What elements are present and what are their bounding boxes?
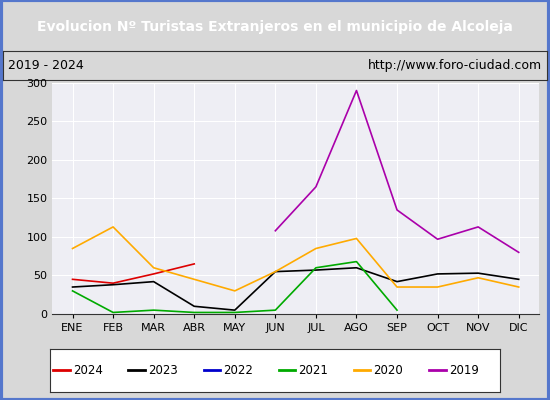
Text: Evolucion Nº Turistas Extranjeros en el municipio de Alcoleja: Evolucion Nº Turistas Extranjeros en el … [37,20,513,34]
Text: 2021: 2021 [298,364,328,377]
Text: 2022: 2022 [223,364,253,377]
Text: http://www.foro-ciudad.com: http://www.foro-ciudad.com [368,59,542,72]
Text: 2019: 2019 [449,364,478,377]
Text: 2023: 2023 [148,364,178,377]
Text: 2019 - 2024: 2019 - 2024 [8,59,84,72]
Text: 2024: 2024 [73,364,103,377]
Text: 2020: 2020 [373,364,403,377]
